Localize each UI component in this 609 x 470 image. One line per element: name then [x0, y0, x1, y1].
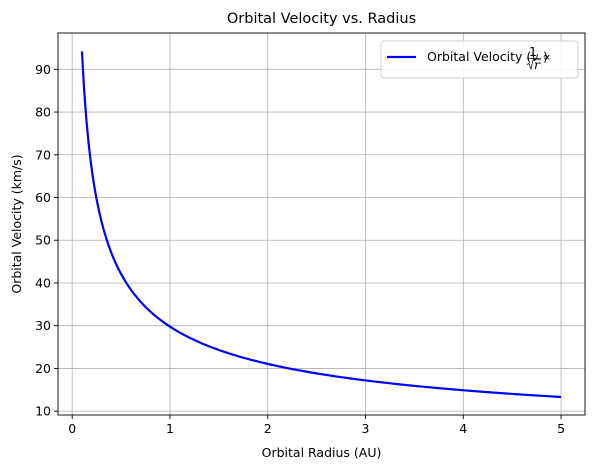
y-tick-label: 20: [35, 361, 51, 376]
y-tick-label: 60: [35, 190, 51, 205]
legend-sqrt-sign: [526, 59, 541, 71]
x-tick-label: 3: [362, 421, 370, 436]
legend-series-name: Orbital Velocity: [427, 49, 523, 64]
series-layer: [80, 51, 562, 399]
chart-title: Orbital Velocity vs. Radius: [227, 11, 416, 27]
legend-close-paren: ): [543, 49, 548, 64]
y-axis-label: Orbital Velocity (km/s): [9, 154, 24, 293]
x-tick-label: 4: [459, 421, 467, 436]
legend-formula-numerator: 1: [529, 44, 537, 59]
x-tick-label: 2: [264, 421, 272, 436]
series-line-orbital-velocity: [80, 51, 562, 399]
legend-box: [380, 40, 579, 79]
x-tick-label: 5: [557, 421, 565, 436]
y-tick-label: 50: [35, 233, 51, 248]
legend: Orbital Velocity (v ∝ 1 r ): [380, 40, 579, 79]
legend-formula-prefix: v ∝: [531, 49, 551, 64]
y-tick-label: 90: [35, 62, 51, 77]
plot-area-frame: [57, 32, 586, 416]
y-tick-label: 10: [35, 404, 51, 419]
y-tick-label: 70: [35, 147, 51, 162]
x-tick-label: 0: [68, 421, 76, 436]
legend-entry-label: Orbital Velocity (v ∝: [427, 49, 551, 64]
legend-formula-denominator: r: [534, 57, 541, 72]
y-tick-label: 80: [35, 105, 51, 120]
y-tick-label: 30: [35, 318, 51, 333]
x-axis-label: Orbital Radius (AU): [262, 445, 382, 460]
y-tick-label: 40: [35, 275, 51, 290]
axis-ticks: 0 1 2 3 4 5 10 20 30 40 50 60 70 80 90: [35, 62, 565, 436]
x-tick-label: 1: [166, 421, 174, 436]
grid: [58, 33, 585, 415]
